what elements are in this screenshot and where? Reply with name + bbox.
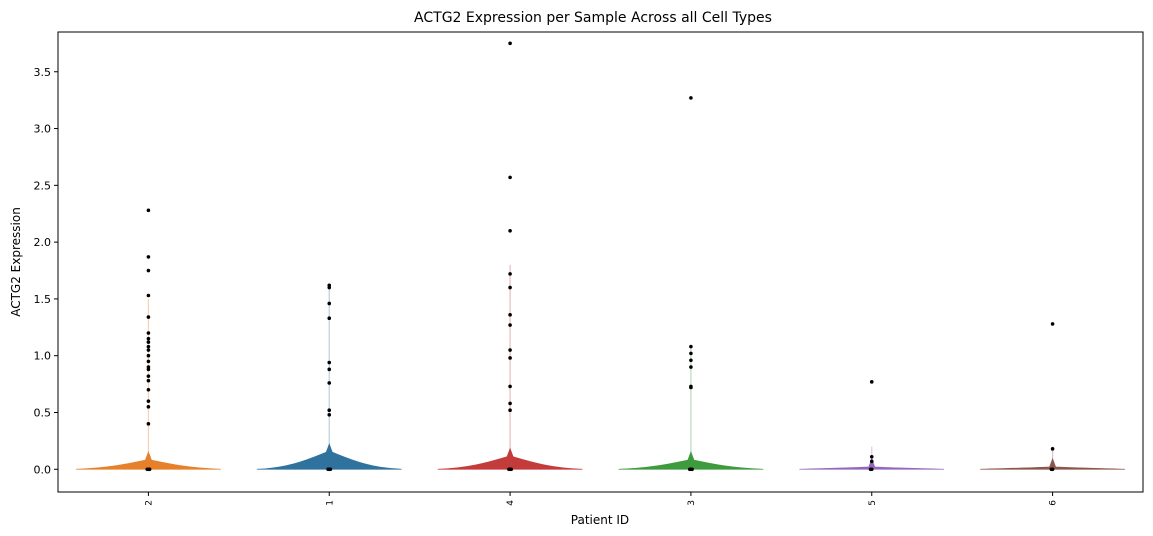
data-point [689, 351, 693, 356]
data-point [1050, 467, 1055, 472]
data-point [146, 365, 151, 369]
data-point [327, 360, 332, 365]
violin-group-4 [437, 41, 583, 472]
data-point [146, 315, 151, 319]
plot-area [76, 41, 1125, 472]
data-point [1050, 322, 1055, 326]
violin-body [76, 451, 221, 470]
x-tick-label: 1 [325, 500, 335, 506]
y-axis: 0.0 0.5 1.0 1.5 2.0 2.5 3.0 3.5 [34, 66, 58, 476]
data-point [327, 301, 332, 306]
data-point [327, 367, 332, 372]
x-tick-label: 4 [506, 500, 516, 506]
data-point [509, 467, 514, 472]
data-point [146, 208, 151, 213]
data-point [869, 454, 874, 459]
data-point [869, 380, 874, 384]
x-tick-label: 6 [1049, 500, 1059, 506]
data-point [146, 378, 151, 383]
data-point [146, 405, 151, 409]
data-point [146, 293, 151, 298]
data-point [146, 268, 151, 273]
data-point [146, 399, 151, 403]
data-point [508, 175, 512, 180]
data-point [508, 356, 512, 360]
y-tick-label: 3.5 [34, 66, 52, 79]
y-tick-label: 1.5 [34, 293, 52, 306]
data-point [146, 353, 151, 358]
violin-group-6 [980, 322, 1125, 472]
violin-group-2 [76, 208, 221, 472]
data-point [146, 344, 151, 349]
data-point [146, 374, 151, 378]
data-point [146, 336, 151, 341]
data-point [508, 408, 512, 413]
y-tick-label: 0.0 [34, 463, 52, 476]
x-tick-label: 2 [144, 500, 154, 506]
violin-body [980, 457, 1125, 470]
plot-frame [57, 31, 1144, 493]
x-tick-label: 3 [687, 500, 697, 506]
x-axis: 2 1 4 3 5 6 [144, 492, 1059, 506]
data-point [689, 96, 693, 100]
violin-group-1 [256, 283, 402, 472]
violin-group-5 [799, 380, 945, 472]
data-point [508, 401, 512, 406]
data-point [508, 285, 512, 290]
data-point [146, 348, 151, 352]
y-tick-label: 2.0 [34, 236, 52, 249]
violin-group-3 [618, 96, 764, 472]
data-point [327, 381, 332, 385]
data-point [508, 348, 512, 352]
data-point [327, 283, 332, 288]
x-tick-label: 5 [868, 500, 878, 506]
data-point [1050, 447, 1055, 451]
data-point [869, 459, 874, 464]
data-point [508, 41, 512, 46]
data-point [146, 387, 151, 392]
data-point [508, 384, 512, 389]
data-point [508, 228, 512, 233]
y-tick-label: 2.5 [34, 179, 52, 192]
y-axis-label: ACTG2 Expression [9, 207, 23, 317]
data-point [146, 340, 151, 344]
data-point [689, 358, 693, 363]
violin-body [799, 457, 945, 470]
data-point [328, 467, 333, 472]
data-point [327, 316, 332, 321]
data-point [146, 331, 151, 335]
data-point [147, 467, 152, 472]
data-point [327, 412, 332, 417]
y-tick-label: 3.0 [34, 123, 52, 136]
data-point [508, 323, 512, 327]
violin-body [256, 443, 402, 470]
data-point [690, 467, 694, 472]
x-axis-label: Patient ID [571, 513, 629, 527]
data-point [869, 467, 874, 472]
data-point [689, 384, 693, 389]
violin-body [618, 451, 764, 470]
y-tick-label: 0.5 [34, 406, 52, 419]
violin-body [437, 447, 583, 470]
data-point [508, 313, 512, 317]
data-point [327, 408, 332, 413]
data-point [689, 344, 693, 349]
data-point [146, 255, 151, 259]
y-tick-label: 1.0 [34, 350, 52, 363]
data-point [146, 359, 151, 364]
data-point [508, 272, 512, 276]
data-point [689, 365, 693, 369]
data-point [146, 422, 151, 426]
chart-title: ACTG2 Expression per Sample Across all C… [414, 10, 772, 26]
